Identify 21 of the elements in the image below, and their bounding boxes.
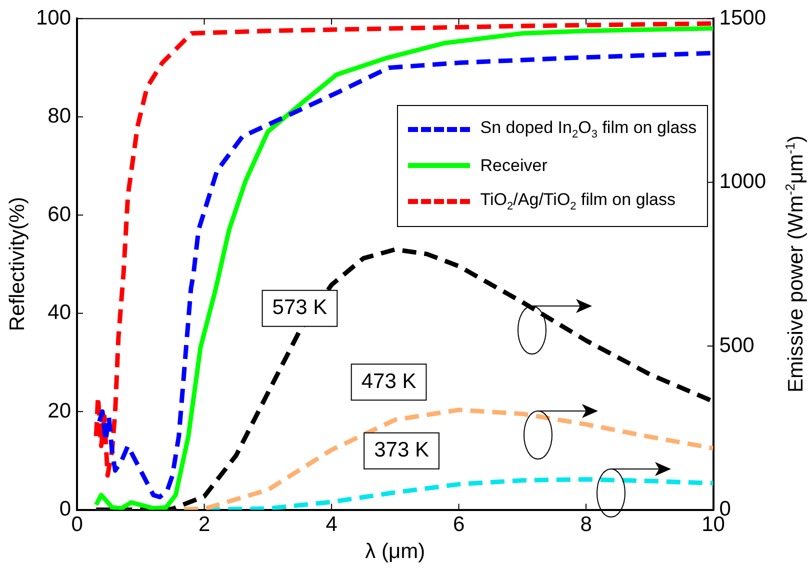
y-tick-label: 20: [48, 399, 72, 422]
y-axis-title: Reflectivity(%): [6, 197, 30, 332]
annotation: 573 K: [272, 296, 328, 320]
x-tick-label: 2: [198, 513, 210, 536]
legend-label: Receiver: [480, 156, 548, 176]
y2-tick-label: 1000: [719, 170, 766, 194]
y-tick-label: 40: [48, 301, 72, 324]
legend-label: Sn doped In$_{2}$O$_{3}$ film on glass: [480, 118, 697, 141]
legend-label: TiO$_{2}$/Ag/TiO$_{2}$ film on glass: [480, 190, 676, 213]
annotation: 373 K: [374, 438, 429, 462]
annotation: 473 K: [361, 370, 416, 393]
x-tick-label: 6: [452, 513, 465, 536]
x-tick-label: 8: [580, 513, 592, 536]
y-tick-label: 0: [59, 498, 72, 521]
y-tick-label: 100: [36, 6, 72, 30]
x-tick-label: 4: [326, 513, 338, 536]
y2-tick-label: 500: [719, 334, 754, 357]
y-tick-label: 60: [48, 202, 72, 226]
y2-tick-label: 1500: [719, 6, 766, 30]
y-tick-label: 80: [48, 104, 72, 128]
x-axis-title: λ (μm): [365, 540, 426, 564]
